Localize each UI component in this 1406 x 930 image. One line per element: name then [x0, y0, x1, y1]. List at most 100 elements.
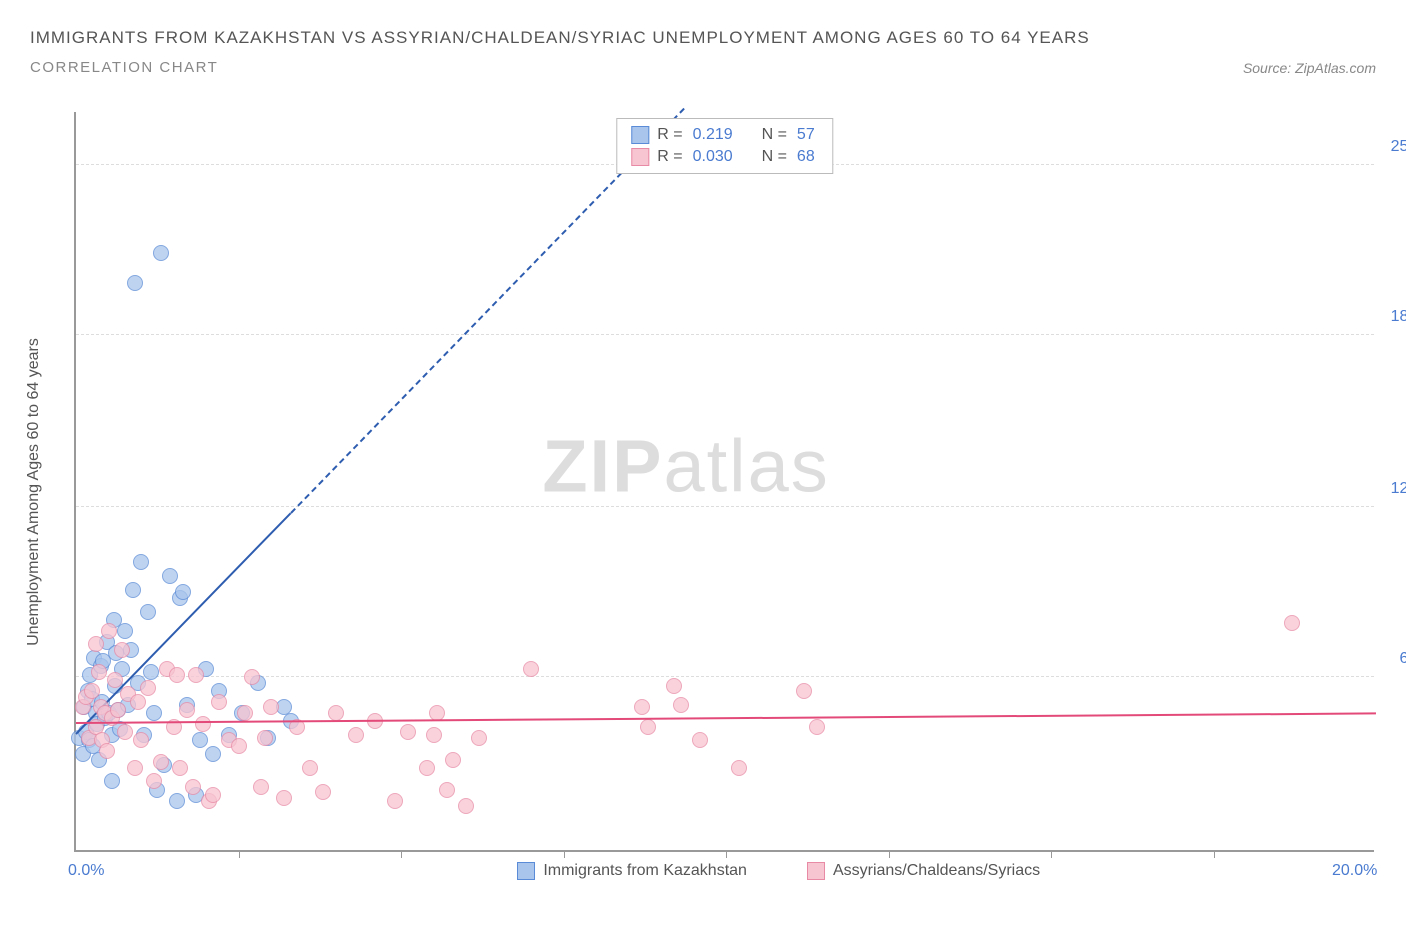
data-point — [104, 773, 120, 789]
x-tick — [239, 850, 240, 858]
data-point — [185, 779, 201, 795]
legend-r-label: R = — [657, 148, 682, 166]
data-point — [400, 724, 416, 740]
x-tick-label: 0.0% — [68, 862, 104, 880]
data-point — [809, 719, 825, 735]
data-point — [133, 554, 149, 570]
data-point — [99, 743, 115, 759]
x-tick — [564, 850, 565, 858]
legend-series-item: Immigrants from Kazakhstan — [517, 862, 747, 880]
data-point — [471, 730, 487, 746]
x-tick-label: 20.0% — [1332, 862, 1377, 880]
x-tick — [401, 850, 402, 858]
data-point — [192, 732, 208, 748]
page-title: IMMIGRANTS FROM KAZAKHSTAN VS ASSYRIAN/C… — [30, 24, 1376, 53]
legend-stats-box: R = 0.219 N = 57 R = 0.030 N = 68 — [616, 118, 833, 174]
data-point — [133, 732, 149, 748]
legend-n-label: N = — [762, 148, 787, 166]
data-point — [348, 727, 364, 743]
data-point — [153, 754, 169, 770]
data-point — [640, 719, 656, 735]
data-point — [101, 623, 117, 639]
y-tick-label: 25.0% — [1381, 138, 1406, 156]
data-point — [143, 664, 159, 680]
y-tick-label: 12.5% — [1381, 480, 1406, 498]
legend-r-label: R = — [657, 126, 682, 144]
legend-series-item: Assyrians/Chaldeans/Syriacs — [807, 862, 1040, 880]
data-point — [127, 760, 143, 776]
legend-swatch — [517, 862, 535, 880]
legend-n-value: 57 — [797, 126, 815, 144]
y-axis-label: Unemployment Among Ages 60 to 64 years — [25, 338, 43, 646]
data-point — [796, 683, 812, 699]
data-point — [205, 787, 221, 803]
data-point — [439, 782, 455, 798]
data-point — [523, 661, 539, 677]
legend-r-value: 0.219 — [693, 126, 733, 144]
legend-r-value: 0.030 — [693, 148, 733, 166]
data-point — [127, 275, 143, 291]
data-point — [84, 683, 100, 699]
data-point — [140, 680, 156, 696]
data-point — [237, 705, 253, 721]
data-point — [445, 752, 461, 768]
data-point — [146, 705, 162, 721]
legend-series-label: Assyrians/Chaldeans/Syriacs — [833, 862, 1040, 880]
gridline — [76, 334, 1374, 335]
data-point — [387, 793, 403, 809]
data-point — [426, 727, 442, 743]
x-tick — [1214, 850, 1215, 858]
x-tick — [1051, 850, 1052, 858]
data-point — [328, 705, 344, 721]
gridline — [76, 506, 1374, 507]
page-subtitle: CORRELATION CHART — [30, 59, 218, 76]
data-point — [205, 746, 221, 762]
data-point — [253, 779, 269, 795]
data-point — [302, 760, 318, 776]
gridline — [76, 676, 1374, 677]
data-point — [263, 699, 279, 715]
y-tick-label: 18.8% — [1381, 308, 1406, 326]
data-point — [195, 716, 211, 732]
data-point — [91, 664, 107, 680]
legend-n-label: N = — [762, 126, 787, 144]
data-point — [125, 582, 141, 598]
legend-swatch — [631, 148, 649, 166]
data-point — [458, 798, 474, 814]
legend-n-value: 68 — [797, 148, 815, 166]
data-point — [666, 678, 682, 694]
data-point — [231, 738, 247, 754]
data-point — [110, 702, 126, 718]
data-point — [188, 667, 204, 683]
data-point — [169, 667, 185, 683]
correlation-chart: Unemployment Among Ages 60 to 64 years Z… — [0, 112, 1406, 930]
plot-area: ZIPatlas R =0.219 N =57R =0.030 N =68 Im… — [74, 112, 1374, 852]
data-point — [276, 790, 292, 806]
x-tick — [889, 850, 890, 858]
data-point — [1284, 615, 1300, 631]
legend-swatch — [631, 126, 649, 144]
data-point — [731, 760, 747, 776]
data-point — [107, 672, 123, 688]
y-tick-label: 6.3% — [1381, 650, 1406, 668]
data-point — [146, 773, 162, 789]
data-point — [211, 694, 227, 710]
data-point — [172, 760, 188, 776]
data-point — [88, 636, 104, 652]
data-point — [175, 584, 191, 600]
data-point — [692, 732, 708, 748]
data-point — [244, 669, 260, 685]
legend-swatch — [807, 862, 825, 880]
data-point — [117, 623, 133, 639]
legend-series: Immigrants from Kazakhstan Assyrians/Chal… — [517, 862, 1040, 880]
source-attribution: Source: ZipAtlas.com — [1243, 60, 1376, 76]
watermark: ZIPatlas — [542, 424, 829, 509]
data-point — [140, 604, 156, 620]
data-point — [315, 784, 331, 800]
data-point — [179, 702, 195, 718]
data-point — [673, 697, 689, 713]
data-point — [419, 760, 435, 776]
data-point — [130, 694, 146, 710]
data-point — [257, 730, 273, 746]
data-point — [634, 699, 650, 715]
